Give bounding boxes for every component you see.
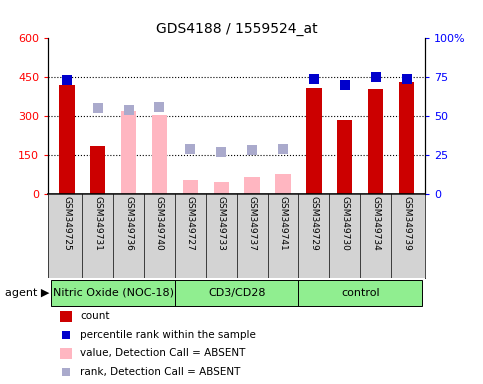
Point [217, 149, 225, 155]
Bar [368, 89, 384, 194]
Point [156, 104, 163, 110]
Bar [399, 83, 414, 194]
Bar [244, 177, 260, 194]
Point [403, 76, 411, 82]
Text: GSM349730: GSM349730 [340, 197, 349, 252]
Bar [337, 120, 353, 194]
Text: GSM349739: GSM349739 [402, 197, 411, 252]
Bar [59, 311, 71, 322]
FancyBboxPatch shape [51, 280, 175, 306]
Text: count: count [80, 311, 110, 321]
Text: value, Detection Call = ABSENT: value, Detection Call = ABSENT [80, 348, 246, 358]
Text: percentile rank within the sample: percentile rank within the sample [80, 330, 256, 340]
Text: rank, Detection Call = ABSENT: rank, Detection Call = ABSENT [80, 367, 241, 377]
Title: GDS4188 / 1559524_at: GDS4188 / 1559524_at [156, 22, 317, 36]
Text: agent ▶: agent ▶ [5, 288, 49, 298]
Bar [213, 182, 229, 194]
FancyBboxPatch shape [175, 280, 298, 306]
Point [125, 107, 132, 113]
Bar [152, 115, 167, 194]
Text: GSM349729: GSM349729 [310, 197, 318, 251]
Point [94, 105, 101, 111]
Point [341, 82, 349, 88]
Point [63, 77, 71, 83]
Text: Nitric Oxide (NOC-18): Nitric Oxide (NOC-18) [53, 288, 174, 298]
Text: control: control [341, 288, 380, 298]
Text: CD3/CD28: CD3/CD28 [208, 288, 266, 298]
Bar [183, 180, 198, 194]
Text: GSM349741: GSM349741 [279, 197, 287, 251]
Text: GSM349733: GSM349733 [217, 197, 226, 252]
Bar [121, 111, 136, 194]
Bar [275, 174, 291, 194]
Text: GSM349727: GSM349727 [186, 197, 195, 251]
FancyBboxPatch shape [298, 280, 422, 306]
Text: GSM349731: GSM349731 [93, 197, 102, 252]
Bar [59, 85, 74, 194]
Text: GSM349725: GSM349725 [62, 197, 71, 251]
Point [186, 146, 194, 152]
Bar [90, 146, 105, 194]
Point [310, 76, 318, 82]
Text: GSM349740: GSM349740 [155, 197, 164, 251]
Text: GSM349737: GSM349737 [248, 197, 256, 252]
Text: GSM349734: GSM349734 [371, 197, 380, 251]
Bar [59, 348, 71, 359]
Point [372, 74, 380, 80]
Point [248, 147, 256, 154]
Bar [306, 88, 322, 194]
Point [279, 146, 287, 152]
Text: GSM349736: GSM349736 [124, 197, 133, 252]
